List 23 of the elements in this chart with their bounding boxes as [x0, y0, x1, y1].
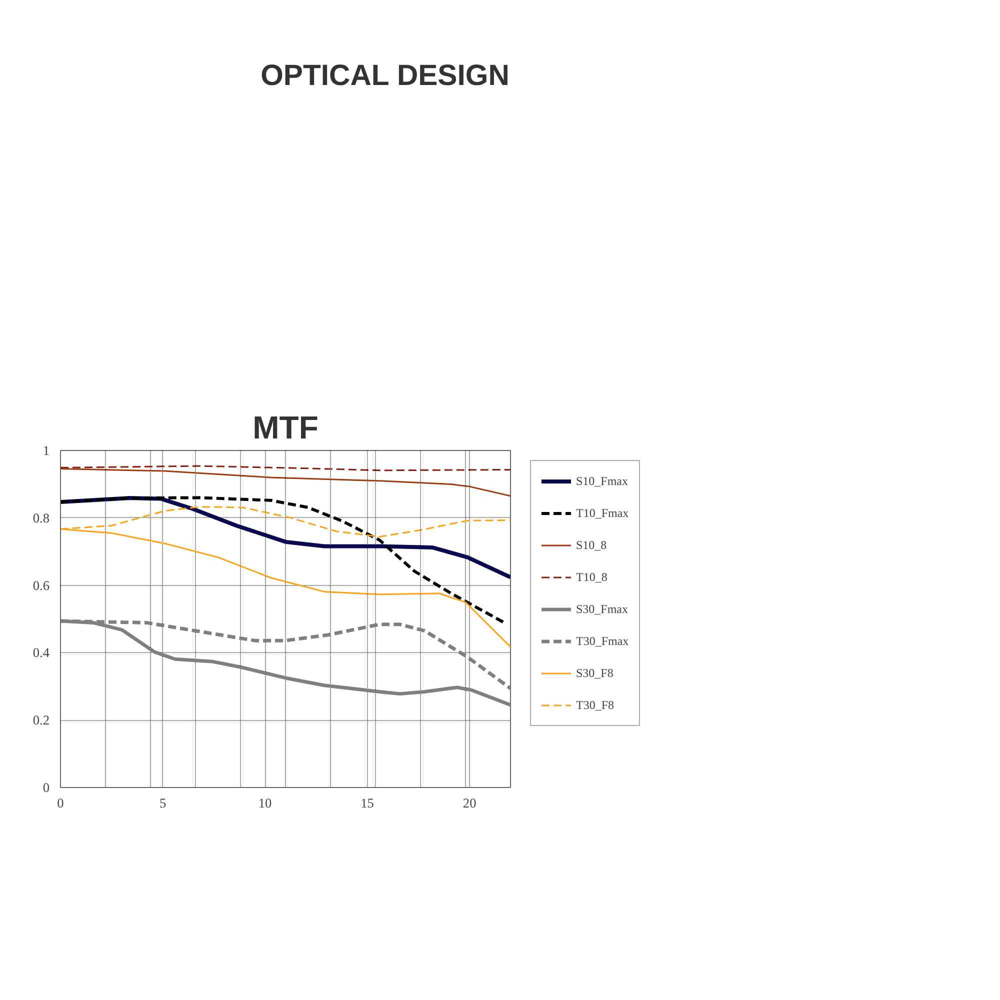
legend-label: S10_Fmax — [576, 474, 628, 488]
x-tick-label: 15 — [360, 796, 374, 810]
legend-label: S10_8 — [576, 538, 607, 552]
y-tick-label: 0.4 — [32, 645, 50, 660]
line-series — [60, 496, 506, 624]
legend-label: T10_8 — [576, 570, 608, 584]
x-tick-label: 5 — [159, 796, 166, 810]
legend-label: T30_Fmax — [576, 634, 629, 648]
x-tick-label: 10 — [258, 796, 272, 810]
legend-label: S30_F8 — [576, 666, 614, 680]
legend-label: T30_F8 — [576, 698, 614, 712]
legend-label: S30_Fmax — [576, 602, 628, 616]
x-tick-label: 0 — [57, 796, 64, 810]
y-tick-label: 0.8 — [32, 510, 50, 526]
text: OPTICAL DESIGN — [260, 58, 510, 94]
line-series — [60, 468, 510, 497]
y-tick-label: 0.2 — [32, 712, 50, 728]
chart-title: MTF — [252, 410, 318, 446]
y-tick-label: 0.6 — [32, 578, 50, 593]
y-tick-label: 1 — [42, 443, 50, 458]
y-tick-label: 0 — [42, 780, 50, 795]
x-tick-label: 20 — [462, 796, 477, 810]
legend-label: T10_Fmax — [576, 506, 629, 520]
